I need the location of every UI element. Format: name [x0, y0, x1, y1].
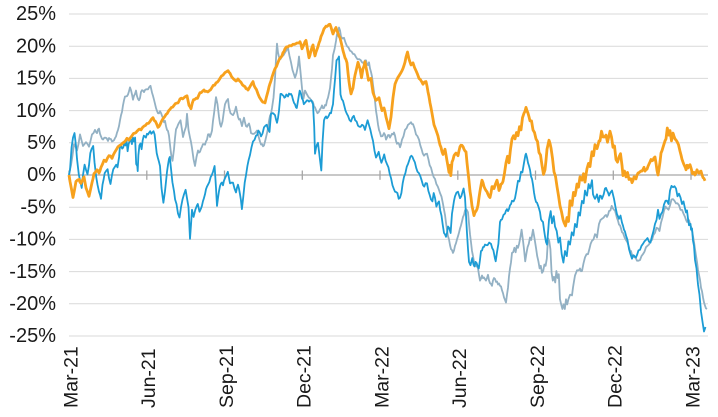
svg-text:Sep-21: Sep-21 [216, 345, 238, 408]
svg-text:Dec-22: Dec-22 [605, 345, 627, 408]
svg-text:Jun-21: Jun-21 [138, 348, 160, 408]
svg-text:-25%: -25% [9, 325, 56, 347]
svg-text:Sep-22: Sep-22 [527, 345, 549, 408]
svg-text:10%: 10% [16, 100, 56, 122]
svg-text:5%: 5% [27, 132, 56, 154]
svg-text:-15%: -15% [9, 261, 56, 283]
svg-text:0%: 0% [27, 164, 56, 186]
svg-text:25%: 25% [16, 3, 56, 25]
svg-text:Dec-21: Dec-21 [294, 345, 316, 408]
svg-text:Mar-23: Mar-23 [682, 346, 704, 408]
svg-text:-20%: -20% [9, 293, 56, 315]
svg-text:20%: 20% [16, 35, 56, 57]
svg-text:Mar-22: Mar-22 [371, 346, 393, 408]
svg-text:-10%: -10% [9, 229, 56, 251]
svg-text:-5%: -5% [20, 196, 56, 218]
svg-text:Jun-22: Jun-22 [449, 348, 471, 408]
svg-text:Mar-21: Mar-21 [60, 346, 82, 408]
svg-text:15%: 15% [16, 68, 56, 90]
